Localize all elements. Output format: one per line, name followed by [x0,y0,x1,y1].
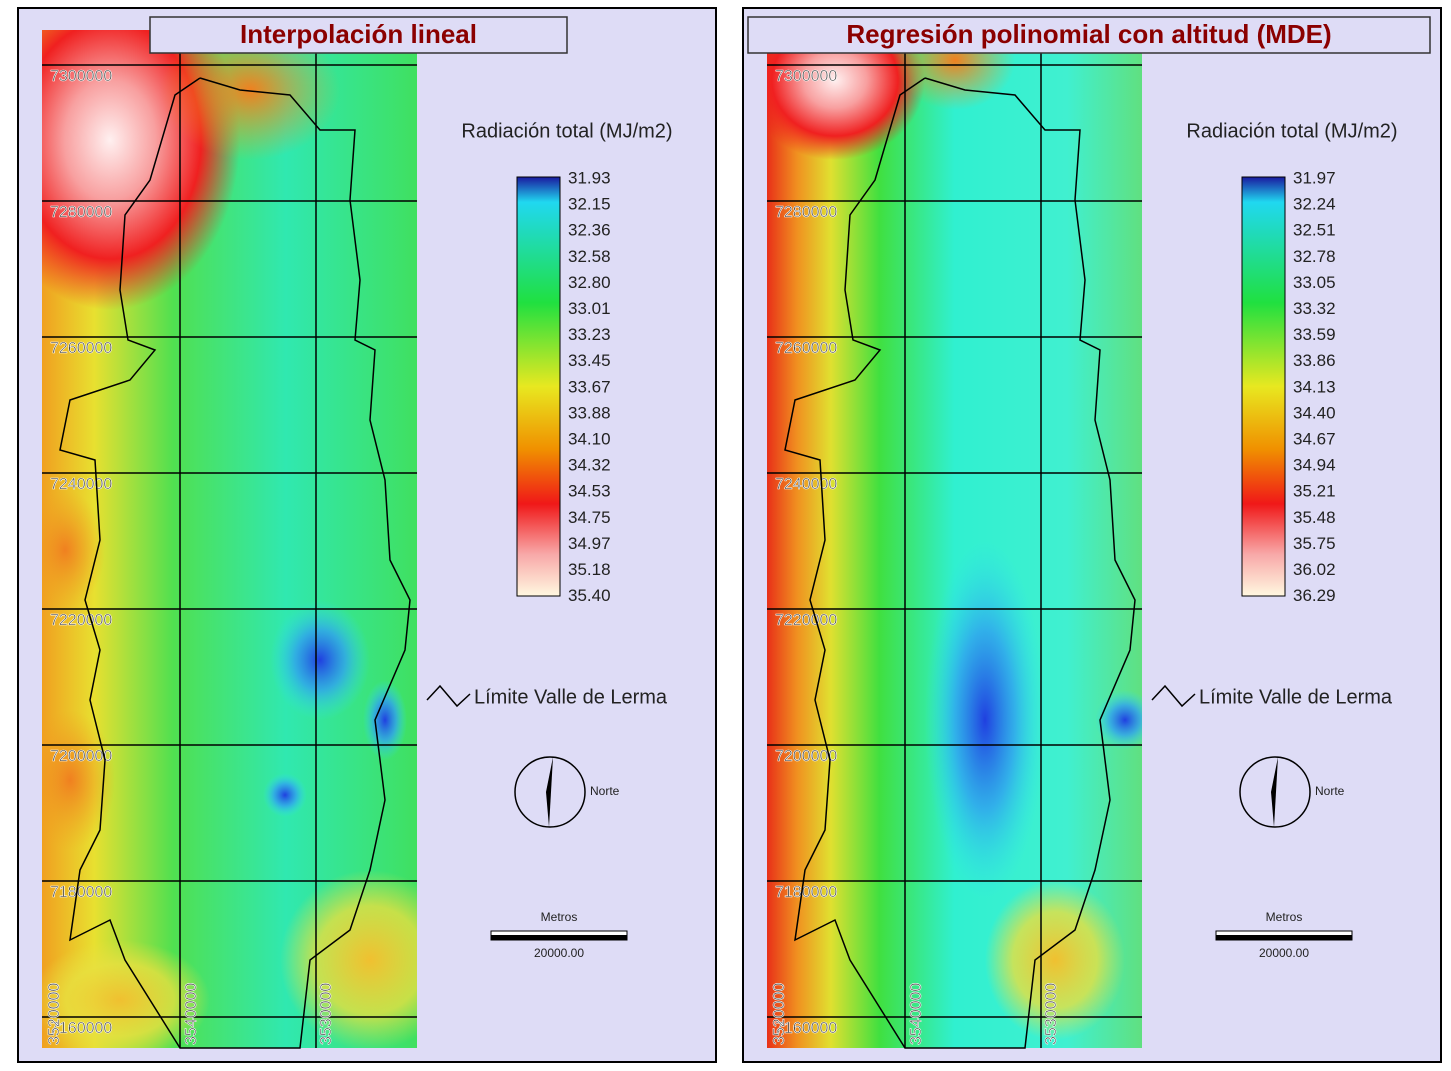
legend-label: 34.10 [568,429,611,448]
legend-label: 35.40 [568,586,611,605]
map-title: Interpolación lineal [240,19,477,49]
y-coordinate-label: 7260000 [50,340,112,357]
legend-label: 33.45 [568,351,611,370]
legend-label: 35.21 [1293,482,1336,501]
legend-label: 33.67 [568,377,611,396]
legend-label: 32.51 [1293,221,1336,240]
legend-label: 35.18 [568,560,611,579]
color-bar [1242,177,1285,596]
y-coordinate-label: 7180000 [50,884,112,901]
x-coordinate-label: 3530000 [318,983,335,1045]
x-coordinate-label: 3520000 [46,983,63,1045]
legend-label: 33.59 [1293,325,1336,344]
x-coordinate-label: 3530000 [1043,983,1060,1045]
legend-title: Radiación total (MJ/m2) [461,120,672,142]
y-coordinate-label: 7280000 [50,204,112,221]
legend-title: Radiación total (MJ/m2) [1186,120,1397,142]
legend-label: 32.80 [568,273,611,292]
legend-label: 33.01 [568,299,611,318]
legend-label: 32.15 [568,195,611,214]
map-panel: 7300000728000072600007240000722000072000… [0,0,716,1062]
legend-label: 31.97 [1293,168,1336,187]
y-coordinate-label: 7280000 [775,204,837,221]
legend-label: 32.24 [1293,195,1336,214]
legend-label: 34.75 [568,508,611,527]
y-coordinate-label: 7220000 [50,612,112,629]
legend-label: 33.88 [568,403,611,422]
legend-label: 34.97 [568,534,611,553]
legend-label: 34.53 [568,482,611,501]
y-coordinate-label: 7260000 [775,340,837,357]
y-coordinate-label: 7180000 [775,884,837,901]
north-label: Norte [590,784,620,798]
legend-label: 33.23 [568,325,611,344]
legend-label: 33.32 [1293,299,1336,318]
x-coordinate-label: 3520000 [771,983,788,1045]
legend-label: 34.13 [1293,377,1336,396]
legend-label: 36.02 [1293,560,1336,579]
legend-label: 35.48 [1293,508,1336,527]
scale-value: 20000.00 [534,946,584,960]
color-bar [517,177,560,596]
scale-bar-fill [1216,935,1352,940]
legend-label: 32.36 [568,221,611,240]
north-label: Norte [1315,784,1345,798]
legend-label: 33.05 [1293,273,1336,292]
legend-label: 34.32 [568,456,611,475]
y-coordinate-label: 7240000 [775,476,837,493]
y-coordinate-label: 7220000 [775,612,837,629]
y-coordinate-label: 7300000 [50,68,112,85]
x-coordinate-label: 3540000 [908,983,925,1045]
scale-bar-fill [491,935,627,940]
page: 7300000728000072600007240000722000072000… [0,0,1451,1066]
legend-label: 34.67 [1293,429,1336,448]
legend-label: 34.94 [1293,456,1336,475]
legend-label: 32.78 [1293,247,1336,266]
map-panel: 7300000728000072600007240000722000072000… [743,0,1441,1062]
legend-label: 35.75 [1293,534,1336,553]
boundary-legend-label: Límite Valle de Lerma [474,686,668,708]
legend-label: 33.86 [1293,351,1336,370]
scale-unit: Metros [1266,910,1303,924]
legend-label: 31.93 [568,168,611,187]
legend-label: 34.40 [1293,403,1336,422]
x-coordinate-label: 3540000 [183,983,200,1045]
scale-unit: Metros [541,910,578,924]
legend-label: 32.58 [568,247,611,266]
map-title: Regresión polinomial con altitud (MDE) [846,19,1331,49]
boundary-legend-label: Límite Valle de Lerma [1199,686,1393,708]
y-coordinate-label: 7300000 [775,68,837,85]
y-coordinate-label: 7240000 [50,476,112,493]
legend-label: 36.29 [1293,586,1336,605]
scale-value: 20000.00 [1259,946,1309,960]
